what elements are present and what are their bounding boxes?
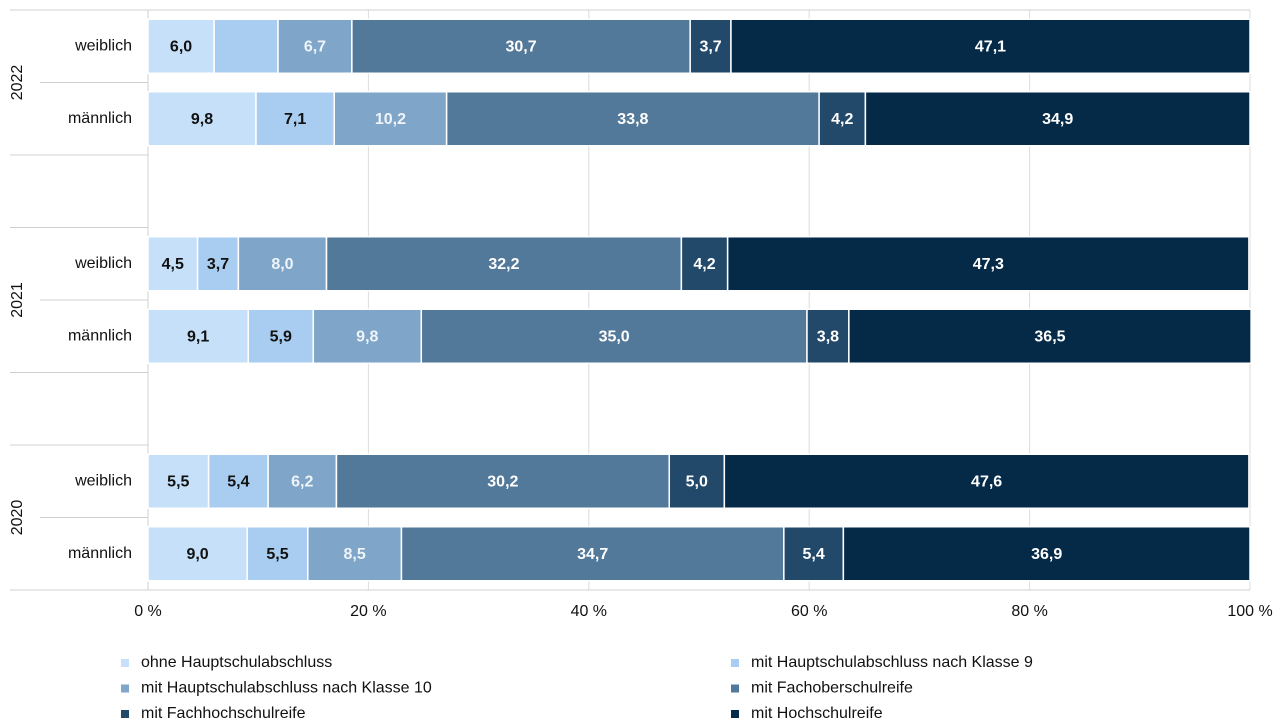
value-label: 3,7: [207, 256, 229, 273]
value-label: 36,5: [1034, 328, 1065, 345]
bar-segment: [806, 308, 850, 364]
value-label: 47,6: [971, 473, 1002, 490]
bar-segment: [351, 18, 691, 74]
legend-swatch: [731, 710, 739, 718]
bar-segment: [147, 526, 248, 582]
value-label: 10,2: [375, 111, 406, 128]
bar-segment: [864, 91, 1251, 147]
category-label: weiblich: [74, 472, 132, 489]
bar-segment: [207, 453, 269, 509]
bar-segment: [277, 18, 353, 74]
value-label: 8,5: [344, 546, 366, 563]
value-label: 4,2: [693, 256, 715, 273]
category-label: weiblich: [74, 255, 132, 272]
value-label: 8,0: [271, 256, 293, 273]
category-label: männlich: [68, 110, 132, 127]
value-label: 30,7: [505, 38, 536, 55]
bar-segment: [400, 526, 785, 582]
value-label: 4,2: [831, 111, 853, 128]
value-label: 4,5: [162, 256, 184, 273]
bar-segment: [267, 453, 338, 509]
value-label: 32,2: [488, 256, 519, 273]
category-label: männlich: [68, 545, 132, 562]
value-label: 5,0: [686, 473, 708, 490]
value-label: 36,9: [1031, 546, 1062, 563]
bar-segment: [237, 236, 328, 292]
value-label: 5,5: [266, 546, 288, 563]
category-label: weiblich: [74, 37, 132, 54]
legend-label: mit Hauptschulabschluss nach Klasse 10: [141, 680, 432, 697]
value-label: 7,1: [284, 111, 306, 128]
group-label: 2021: [9, 282, 26, 318]
value-label: 3,8: [817, 328, 839, 345]
value-label: 34,9: [1042, 111, 1073, 128]
legend-swatch: [121, 659, 129, 667]
bar-segment: [247, 308, 315, 364]
bar-segment: [689, 18, 732, 74]
bar-segment: [147, 308, 250, 364]
bar-segment: [335, 453, 670, 509]
x-tick-label: 20 %: [350, 603, 386, 620]
legend-label: mit Fachhochschulreife: [141, 705, 306, 722]
value-label: 47,3: [973, 256, 1004, 273]
value-label: 35,0: [599, 328, 630, 345]
bar-segment: [213, 18, 279, 74]
bar-segment: [730, 18, 1251, 74]
legend-swatch: [731, 659, 739, 667]
legend-swatch: [121, 710, 129, 718]
legend-label: ohne Hauptschulabschluss: [141, 654, 332, 671]
value-label: 9,1: [187, 328, 209, 345]
bar-segment: [842, 526, 1251, 582]
value-label: 47,1: [975, 38, 1006, 55]
group-label: 2022: [9, 65, 26, 101]
bar-segment: [723, 453, 1250, 509]
bar-segment: [325, 236, 683, 292]
category-label: männlich: [68, 327, 132, 344]
bar-segment: [307, 526, 403, 582]
value-label: 5,4: [802, 546, 824, 563]
bar-segment: [445, 91, 820, 147]
x-tick-label: 60 %: [791, 603, 827, 620]
legend-label: mit Hochschulreife: [751, 705, 883, 722]
value-label: 5,4: [227, 473, 249, 490]
value-label: 34,7: [577, 546, 608, 563]
value-label: 3,7: [699, 38, 721, 55]
legend-swatch: [731, 684, 739, 693]
value-label: 30,2: [487, 473, 518, 490]
legend-label: mit Hauptschulabschluss nach Klasse 9: [751, 654, 1033, 671]
bar-segment: [255, 91, 335, 147]
value-label: 5,5: [167, 473, 189, 490]
bar-segment: [333, 91, 448, 147]
value-label: 6,0: [170, 38, 192, 55]
bar-segment: [848, 308, 1252, 364]
bar-segment: [312, 308, 423, 364]
bar-segment: [147, 453, 210, 509]
bar-segment: [818, 91, 867, 147]
legend-swatch: [121, 684, 129, 693]
x-tick-label: 100 %: [1227, 603, 1272, 620]
value-label: 6,7: [304, 38, 326, 55]
bar-segment: [420, 308, 808, 364]
bar-segment: [246, 526, 309, 582]
bar-segment: [147, 91, 257, 147]
bar-segment: [726, 236, 1250, 292]
value-label: 9,8: [191, 111, 213, 128]
group-label: 2020: [9, 500, 26, 536]
legend-label: mit Fachoberschulreife: [751, 680, 913, 697]
value-label: 6,2: [291, 473, 313, 490]
value-label: 5,9: [270, 328, 292, 345]
value-label: 9,8: [356, 328, 378, 345]
bar-segment: [680, 236, 729, 292]
x-tick-label: 40 %: [571, 603, 607, 620]
value-label: 33,8: [617, 111, 648, 128]
x-tick-label: 0 %: [134, 603, 162, 620]
x-tick-label: 80 %: [1011, 603, 1047, 620]
value-label: 9,0: [186, 546, 208, 563]
